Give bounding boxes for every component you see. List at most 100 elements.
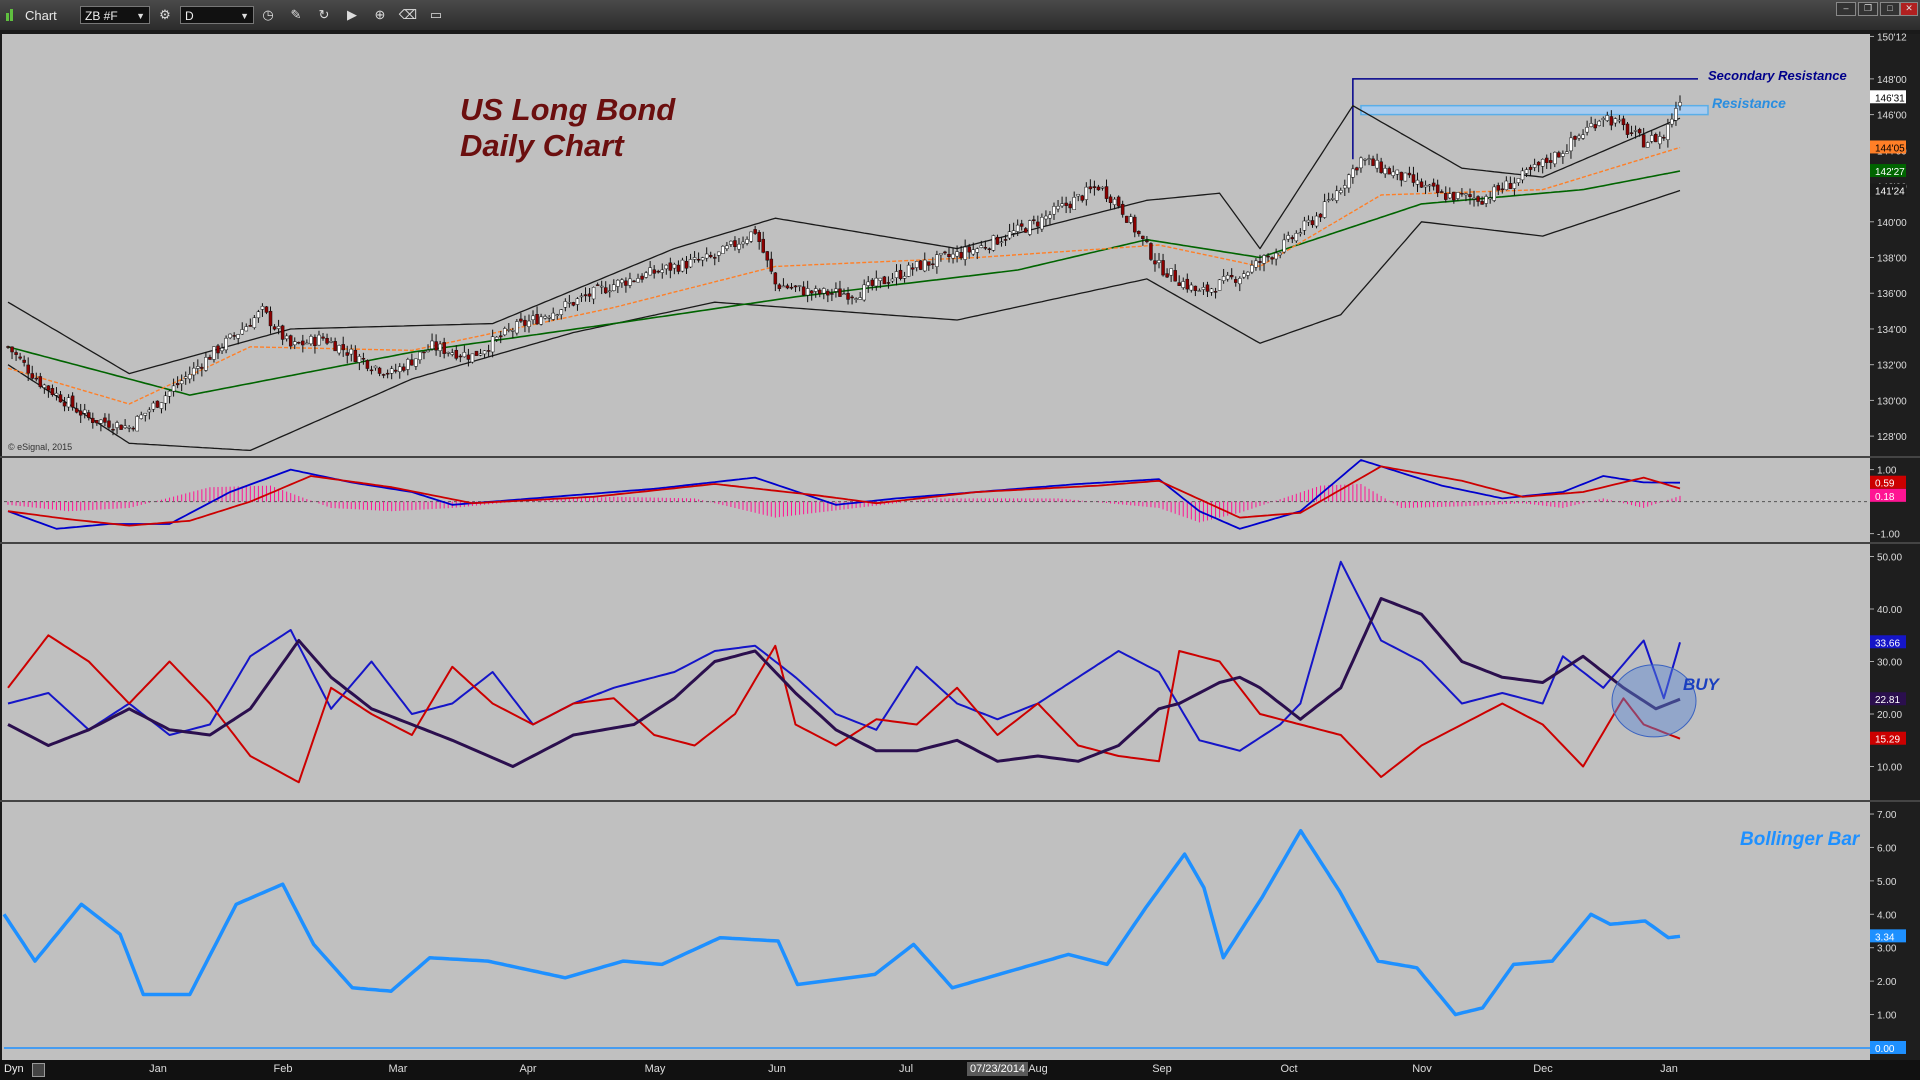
y-tick-label: 5.00 <box>1877 877 1897 888</box>
candle-body <box>305 342 309 345</box>
candle-body <box>123 425 127 429</box>
y-tick-label: 132'00 <box>1877 361 1907 372</box>
chart-area[interactable]: 150'12148'00146'00144'00142'00140'00138'… <box>0 30 1920 1060</box>
candle-body <box>482 350 487 355</box>
eraser-icon[interactable]: ⌫ <box>398 7 418 22</box>
candle-body <box>369 369 374 372</box>
candle-body <box>256 311 261 319</box>
symbol-select[interactable]: ZB #F ▼ <box>80 6 150 24</box>
dyn-toggle-icon[interactable] <box>32 1063 45 1077</box>
candle-body <box>95 420 99 424</box>
candle-body <box>313 336 317 346</box>
candle-body <box>511 330 515 332</box>
chart-canvas[interactable]: 150'12148'00146'00144'00142'00140'00138'… <box>0 30 1920 1060</box>
candle-body <box>717 251 721 256</box>
candle-body <box>684 260 689 269</box>
y-tick-label: 50.00 <box>1877 553 1902 564</box>
clock-icon[interactable]: ◷ <box>262 7 274 22</box>
candle-body <box>882 276 887 285</box>
candle-body <box>862 284 866 301</box>
candle-body <box>931 263 935 266</box>
candle-body <box>987 248 992 250</box>
candle-body <box>567 302 572 304</box>
candle-body <box>1120 203 1125 215</box>
candle-body <box>1544 157 1549 163</box>
candle-body <box>82 409 87 414</box>
candle-body <box>1096 186 1101 191</box>
candle-body <box>834 288 838 292</box>
y-tick-label: 146'00 <box>1877 111 1907 122</box>
candle-body <box>119 424 123 430</box>
candle-body <box>1314 215 1319 227</box>
candle-body <box>1290 237 1295 240</box>
pencil-icon[interactable]: ✎ <box>290 7 302 22</box>
candle-body <box>430 340 434 350</box>
month-label: Apr <box>519 1063 537 1075</box>
refresh-icon[interactable]: ↻ <box>318 7 330 22</box>
candle-body <box>753 229 757 234</box>
candle-body <box>894 271 899 278</box>
candle-body <box>1306 219 1311 223</box>
candle-body <box>1581 134 1585 139</box>
candle-body <box>208 356 212 360</box>
candle-body <box>898 269 903 279</box>
candle-body <box>1080 195 1085 201</box>
candle-body <box>494 336 499 340</box>
current-value-badge <box>1870 488 1906 502</box>
candle-body <box>410 359 414 366</box>
candle-body <box>1383 168 1387 175</box>
candle-body <box>676 264 681 272</box>
current-value-badge <box>1870 140 1906 154</box>
candle-body <box>1629 132 1634 134</box>
candle-body <box>1028 220 1032 235</box>
candle-body <box>1238 278 1242 285</box>
candle-body <box>583 294 588 297</box>
candle-body <box>486 350 491 352</box>
candle-body <box>1213 291 1218 293</box>
candle-body <box>660 269 665 273</box>
candle-body <box>1229 275 1234 278</box>
candle-body <box>979 245 984 248</box>
candle-body <box>490 336 495 353</box>
candle-body <box>519 318 523 322</box>
candle-body <box>70 395 75 408</box>
time-axis: Dyn Jan Feb Mar Apr May Jun Jul Aug Sep Oct Nov Dec… <box>0 1060 1920 1080</box>
candle-body <box>10 346 14 353</box>
panel-3-bg <box>2 544 1870 800</box>
zoom-icon[interactable]: ⊕ <box>374 7 386 22</box>
candle-body <box>910 267 915 270</box>
interval-select[interactable]: D ▼ <box>180 6 254 24</box>
y-tick-label: -1.00 <box>1877 530 1900 541</box>
link-icon[interactable]: ⚙ <box>159 7 171 22</box>
y-tick-label: 4.00 <box>1877 910 1897 921</box>
candle-body <box>951 253 955 259</box>
candle-body <box>1149 243 1153 260</box>
candle-body <box>797 285 802 287</box>
maximize-icon[interactable]: □ <box>1880 2 1900 16</box>
candle-body <box>1161 260 1165 276</box>
play-icon[interactable]: ▶ <box>347 7 357 22</box>
copyright-text: © eSignal, 2015 <box>8 442 72 452</box>
candle-body <box>442 342 446 354</box>
candle-body <box>1403 172 1408 182</box>
candle-body <box>212 346 216 360</box>
candle-body <box>179 380 184 385</box>
window-icon[interactable]: ▭ <box>429 7 443 22</box>
candle-body <box>1371 158 1375 166</box>
candle-body <box>927 261 931 266</box>
bollinger-upper-band <box>7 105 1681 375</box>
minimize-icon[interactable]: – <box>1836 2 1856 16</box>
panel-2-bg <box>2 458 1870 542</box>
candle-body <box>729 240 733 245</box>
candle-body <box>1104 186 1109 199</box>
candle-body <box>155 400 160 408</box>
close-icon[interactable]: ✕ <box>1900 2 1918 16</box>
candle-body <box>1217 279 1222 291</box>
candle-body <box>1270 257 1274 260</box>
candle-body <box>822 288 826 294</box>
restore-icon[interactable]: ❐ <box>1858 2 1878 16</box>
candle-body <box>999 241 1004 244</box>
candle-body <box>1565 151 1569 154</box>
current-value-label: 144'05 <box>1875 143 1905 154</box>
candle-body <box>357 356 362 363</box>
